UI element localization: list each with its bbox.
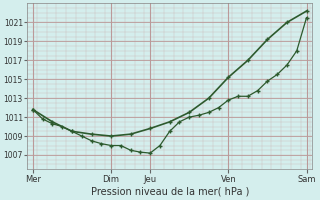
X-axis label: Pression niveau de la mer( hPa ): Pression niveau de la mer( hPa ): [91, 187, 249, 197]
